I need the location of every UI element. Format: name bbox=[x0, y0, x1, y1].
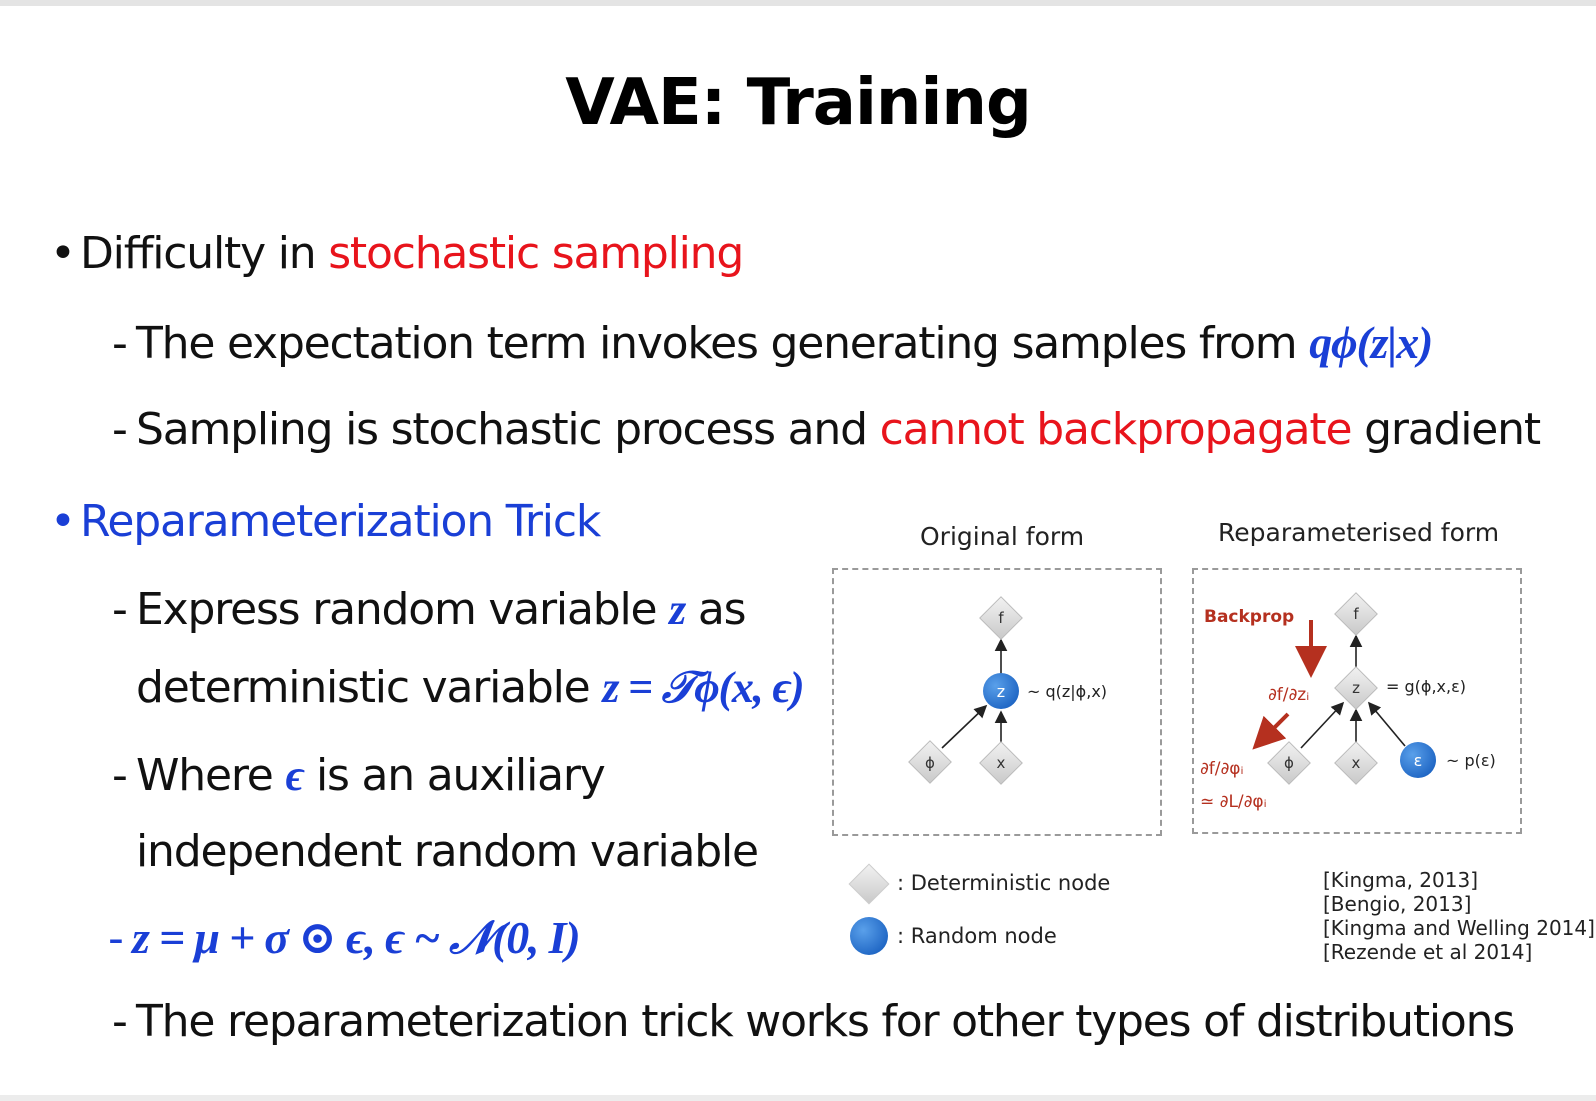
svg-text:x: x bbox=[1352, 754, 1361, 772]
original-node-f: f bbox=[979, 596, 1023, 640]
sub-bullet-where: - Where ϵ is an auxiliary bbox=[112, 750, 606, 801]
reparam-eps-distribution-label: ~ p(ε) bbox=[1446, 751, 1496, 770]
reparam-node-eps-random: ε bbox=[1400, 742, 1436, 778]
grad-z-label: ∂f/∂zᵢ bbox=[1268, 685, 1309, 705]
sub-bullet-where-cont: independent random variable bbox=[136, 826, 759, 877]
math-z: z bbox=[669, 585, 686, 634]
reference-item: [Rezende et al 2014] bbox=[1323, 940, 1533, 964]
sub-bullet-text: The expectation term invokes generating … bbox=[136, 318, 1310, 369]
reparam-node-phi: ϕ bbox=[1267, 741, 1311, 785]
original-node-x: x bbox=[979, 741, 1023, 785]
sub-bullet-text: deterministic variable bbox=[136, 662, 603, 713]
sub-bullet-formula: -z = μ + σ ⊙ ϵ, ϵ ~ 𝒩(0, I) bbox=[108, 912, 581, 964]
figure-title-reparameterised: Reparameterised form bbox=[1218, 518, 1500, 547]
sub-bullet-text: The reparameterization trick works for o… bbox=[136, 996, 1515, 1047]
bullet-difficulty: • Difficulty in stochastic sampling bbox=[50, 228, 744, 279]
bullet-dot-icon: • bbox=[50, 228, 76, 279]
reparam-node-f: f bbox=[1334, 592, 1378, 636]
reparam-node-z: z bbox=[1334, 666, 1378, 710]
legend-deterministic-label: : Deterministic node bbox=[897, 871, 1111, 895]
math-z-transform: z = 𝒯ϕ(x, ϵ) bbox=[602, 663, 804, 712]
math-q-phi: qϕ(z|x) bbox=[1309, 317, 1433, 368]
highlight-cannot-backpropagate: cannot backpropagate bbox=[879, 404, 1353, 455]
svg-text:ϕ: ϕ bbox=[1284, 754, 1294, 772]
slide-title: VAE: Training bbox=[565, 66, 1032, 140]
sub-bullet-text-suffix: gradient bbox=[1351, 404, 1541, 455]
sub-bullet-text: Sampling is stochastic process and bbox=[136, 404, 880, 455]
sub-bullet-text: independent random variable bbox=[136, 826, 759, 877]
svg-text:f: f bbox=[1353, 605, 1359, 623]
figure-title-original: Original form bbox=[920, 522, 1085, 551]
reference-item: [Kingma, 2013] bbox=[1323, 868, 1478, 892]
svg-text:z: z bbox=[1352, 679, 1360, 697]
svg-text:z: z bbox=[997, 682, 1005, 701]
reparam-edges bbox=[1300, 634, 1406, 749]
sub-bullet-text-suffix: as bbox=[685, 584, 747, 635]
svg-text:f: f bbox=[998, 609, 1004, 627]
reference-item: [Bengio, 2013] bbox=[1323, 892, 1472, 916]
original-form-box bbox=[832, 568, 1162, 836]
legend-random-icon bbox=[850, 917, 888, 955]
original-node-z-random: z bbox=[983, 673, 1019, 709]
svg-text:ε: ε bbox=[1414, 751, 1423, 770]
reparameterised-form-box bbox=[1192, 568, 1522, 834]
highlight-stochastic-sampling: stochastic sampling bbox=[328, 228, 744, 279]
reference-item: [Kingma and Welling 2014] bbox=[1323, 916, 1595, 940]
grad-phi-label: ∂f/∂φᵢ bbox=[1200, 759, 1244, 779]
sub-bullet-text: Where bbox=[136, 750, 286, 801]
diagram-svg: f z ~ q(z|ϕ,x) ϕ x Backprop ∂f/∂zᵢ ∂f/∂φ… bbox=[848, 592, 1496, 955]
grad-L-label: ≃ ∂L/∂φᵢ bbox=[1200, 792, 1267, 812]
math-epsilon: ϵ bbox=[285, 751, 304, 800]
sub-bullet-text: Express random variable bbox=[136, 584, 670, 635]
reparam-node-x: x bbox=[1334, 741, 1378, 785]
bullet-reparameterization: • Reparameterization Trick bbox=[50, 496, 601, 547]
sub-bullet-text-suffix: is an auxiliary bbox=[303, 750, 606, 801]
original-edges bbox=[941, 638, 1008, 749]
bullet-dot-icon: • bbox=[50, 496, 76, 547]
sub-bullet-expectation: - The expectation term invokes generating… bbox=[112, 317, 1433, 369]
svg-text:ϕ: ϕ bbox=[925, 754, 935, 772]
svg-text:x: x bbox=[997, 754, 1006, 772]
reparam-z-function-label: = g(ϕ,x,ε) bbox=[1386, 677, 1466, 696]
bullet-text: Reparameterization Trick bbox=[80, 496, 601, 547]
legend-deterministic-icon bbox=[848, 863, 890, 905]
legend-random-label: : Random node bbox=[897, 924, 1057, 948]
sub-bullet-other-dists: - The reparameterization trick works for … bbox=[112, 996, 1515, 1047]
backprop-arrow-phi-icon bbox=[1252, 712, 1290, 750]
sub-bullet-express-cont: deterministic variable z = 𝒯ϕ(x, ϵ) bbox=[136, 662, 805, 713]
original-node-phi: ϕ bbox=[908, 740, 952, 784]
sub-bullet-sampling: - Sampling is stochastic process and cann… bbox=[112, 404, 1541, 455]
original-z-distribution-label: ~ q(z|ϕ,x) bbox=[1027, 682, 1107, 701]
bullet-text: Difficulty in bbox=[80, 228, 329, 279]
math-reparam-formula: z = μ + σ ⊙ ϵ, ϵ ~ 𝒩(0, I) bbox=[132, 912, 581, 963]
sub-bullet-express: - Express random variable z as bbox=[112, 584, 747, 635]
backprop-label: Backprop bbox=[1204, 607, 1294, 627]
